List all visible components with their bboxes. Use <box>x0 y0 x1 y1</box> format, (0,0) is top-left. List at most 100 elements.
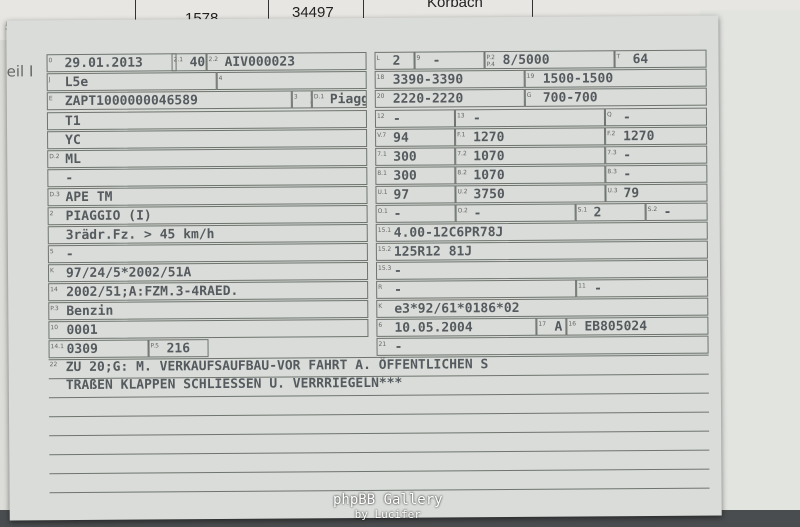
field-value: - <box>432 53 441 69</box>
field-code: 19 <box>526 72 535 80</box>
field-value: 300 <box>393 149 417 165</box>
watermark-line: phpBB Gallery <box>333 492 443 508</box>
field-cell: F.2 1270 <box>605 126 708 146</box>
field-code: J <box>48 76 51 84</box>
field-code: 20 <box>376 92 385 100</box>
field-cell: - <box>47 166 368 188</box>
field-cell: G 700-700 <box>524 87 707 107</box>
field-value: - <box>393 206 402 222</box>
field-code: 17 <box>538 320 547 328</box>
field-cell: 17 A <box>536 317 567 336</box>
field-cell: 2.1 4013 <box>171 53 207 72</box>
field-value: 2 <box>593 205 602 221</box>
field-cell: K 97/24/5*2002/51A <box>47 261 369 283</box>
field-cell: D.2 ML <box>47 147 368 169</box>
field-code: 7.3 <box>607 149 617 157</box>
field-code: Q <box>606 111 612 119</box>
field-value: 8/5000 <box>502 52 550 69</box>
field-code: 8.3 <box>607 168 617 176</box>
field-value: - <box>472 111 481 127</box>
bg-value: 34497 <box>292 4 334 21</box>
field-code: T <box>616 53 621 61</box>
field-value: 10.05.2004 <box>394 320 473 336</box>
field-code: P.5 <box>150 342 159 350</box>
field-value: 1270 <box>473 130 505 146</box>
field-value: A <box>554 319 563 335</box>
field-code: 14.1 <box>50 343 64 351</box>
field-value: - <box>394 339 403 355</box>
field-value: 4.00-12C6PR78J <box>393 225 504 241</box>
field-value: - <box>393 263 402 279</box>
field-value: 0309 <box>66 341 98 358</box>
field-code: 11 <box>578 282 586 290</box>
field-code: 12 <box>376 112 385 120</box>
field-code: 21 <box>378 340 387 348</box>
field-value: PIAGGIO (I) <box>65 208 152 225</box>
field-code: O.1 <box>377 207 388 215</box>
field-value: 29.01.2013 <box>64 55 143 72</box>
field-value: 125R12 81J <box>393 244 473 260</box>
field-value: - <box>392 111 401 127</box>
field-code: 3 <box>293 93 298 101</box>
field-value: - <box>65 171 74 187</box>
field-value: AIV000023 <box>224 54 296 70</box>
field-cell: 15.3- <box>375 259 709 280</box>
field-code: 10 <box>50 324 59 332</box>
field-cell: P.3 Benzin <box>48 299 369 321</box>
field-code: 14 <box>50 286 58 294</box>
field-cell: P.5 216 <box>148 339 209 358</box>
field-value: 2220-2220 <box>392 91 464 107</box>
field-code: 7.2 <box>457 150 467 158</box>
field-code: O.2 <box>457 207 468 215</box>
field-cell: 19 1500-1500 <box>524 68 707 88</box>
field-value: - <box>663 204 672 220</box>
field-code: R <box>378 283 383 291</box>
field-value: 300 <box>393 168 417 184</box>
blank-line <box>49 449 710 456</box>
field-code: 13 <box>456 112 465 120</box>
field-code: P.3 <box>50 305 59 313</box>
field-cell: O.1- <box>375 204 456 223</box>
field-cell: Q- <box>604 107 708 127</box>
field-code: 2.1 <box>173 56 184 64</box>
field-cell: F.1 1270 <box>455 127 606 147</box>
field-value: - <box>394 282 403 298</box>
field-value: 2002/51;A:FZM.3-4RAED. <box>66 283 239 301</box>
field-value: ZAPT1000000046589 <box>64 93 198 110</box>
field-cell: R- <box>376 279 577 299</box>
field-code: 4 <box>218 74 223 83</box>
field-cell: 7.1 300 <box>375 147 456 166</box>
field-value: 79 <box>623 186 640 202</box>
field-cell: V.7 94 <box>375 128 456 147</box>
field-value: Benzin <box>66 303 114 320</box>
field-value: Piaggio <box>329 91 367 108</box>
field-value: - <box>594 281 603 297</box>
field-value: 94 <box>393 130 409 146</box>
side-label: eil I <box>6 62 34 81</box>
field-cell: 0 29.01.2013 <box>46 53 177 73</box>
field-value: - <box>623 148 632 164</box>
field-cell: 21- <box>376 335 709 356</box>
field-value: 1070 <box>473 168 505 184</box>
blank-line <box>49 411 710 418</box>
field-cell: 8.1 300 <box>375 166 456 185</box>
field-value: 3390-3390 <box>392 72 464 88</box>
field-code: E <box>48 95 53 103</box>
field-code: 8.2 <box>457 169 467 177</box>
blank-line <box>49 468 710 475</box>
field-cell: 12- <box>374 109 456 128</box>
field-code: V.7 <box>377 131 387 139</box>
field-code: U.1 <box>377 188 388 196</box>
field-cell: T1 <box>46 109 368 131</box>
field-value: - <box>65 247 74 263</box>
field-code: D.3 <box>49 191 60 199</box>
field-code: 22 <box>49 361 58 369</box>
field-code: U.3 <box>607 187 618 195</box>
field-value: ML <box>65 151 81 168</box>
field-cell: 14 2002/51;A:FZM.3-4RAED. <box>48 280 369 302</box>
field-value: - <box>622 110 631 126</box>
field-code: P.2 P.4 <box>486 54 496 69</box>
